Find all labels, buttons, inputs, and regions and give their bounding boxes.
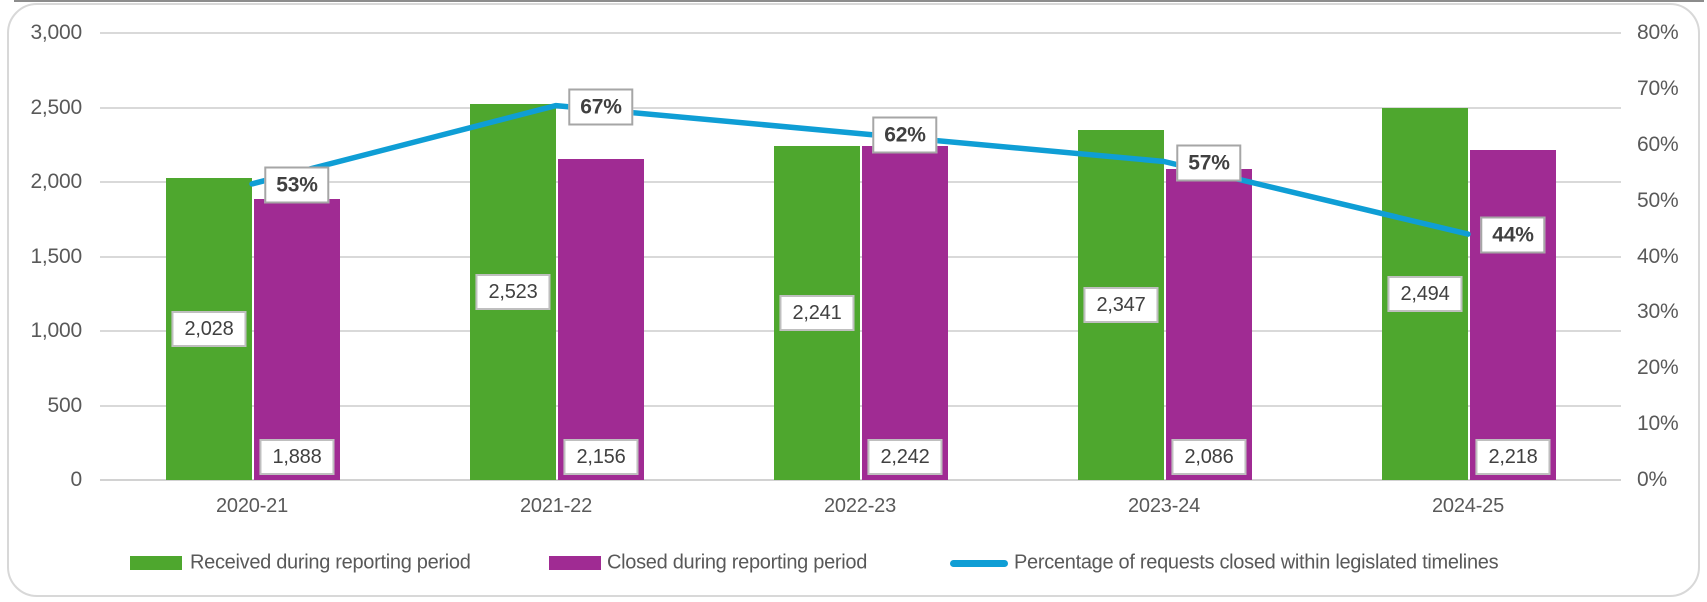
category-label: 2023-24 xyxy=(1128,495,1200,517)
bar-closed xyxy=(1470,149,1556,480)
value-label-received: 2,494 xyxy=(1387,276,1463,313)
right-axis-tick: 60% xyxy=(1637,132,1679,156)
value-label-closed: 2,156 xyxy=(563,439,639,475)
right-axis-tick: 10% xyxy=(1637,412,1679,436)
gridline xyxy=(100,404,1621,407)
percent-label: 53% xyxy=(264,166,330,204)
gridline xyxy=(100,255,1621,258)
right-axis-tick: 20% xyxy=(1637,356,1679,380)
value-label-received: 2,028 xyxy=(171,310,247,347)
left-axis-tick: 2,000 xyxy=(30,170,82,193)
right-axis-tick: 0% xyxy=(1637,468,1667,491)
gridline xyxy=(100,330,1621,332)
percent-label: 44% xyxy=(1480,216,1546,254)
value-label-closed: 2,242 xyxy=(867,439,943,475)
gridline xyxy=(100,32,1621,34)
right-axis-tick: 40% xyxy=(1637,244,1679,268)
value-label-closed: 2,218 xyxy=(1475,439,1551,475)
left-axis-tick: 2,500 xyxy=(30,95,82,119)
x-axis-line xyxy=(100,479,1621,481)
page-top-border xyxy=(14,0,1704,2)
percent-label: 67% xyxy=(568,88,634,126)
category-label: 2022-23 xyxy=(824,495,896,517)
right-axis-tick: 80% xyxy=(1637,21,1679,44)
category-label: 2021-22 xyxy=(520,495,592,517)
value-label-closed: 2,086 xyxy=(1171,439,1247,475)
bar-closed xyxy=(1166,169,1252,480)
right-axis-tick: 30% xyxy=(1637,300,1679,324)
right-axis-tick: 50% xyxy=(1637,188,1679,212)
category-label: 2024-25 xyxy=(1432,495,1504,517)
percent-label: 57% xyxy=(1176,144,1242,181)
value-label-received: 2,241 xyxy=(779,295,855,332)
value-label-received: 2,347 xyxy=(1083,287,1159,324)
left-axis-tick: 500 xyxy=(47,393,83,417)
left-axis-tick: 0 xyxy=(70,468,83,491)
value-label-received: 2,523 xyxy=(475,274,551,311)
value-label-closed: 1,888 xyxy=(259,439,335,475)
bar-closed xyxy=(862,145,948,480)
left-axis-tick: 3,000 xyxy=(30,21,82,44)
left-axis-tick: 1,000 xyxy=(30,319,82,342)
bar-closed xyxy=(558,158,644,480)
bar-closed xyxy=(254,198,340,480)
chart-frame-border xyxy=(7,3,1700,597)
percent-label: 62% xyxy=(872,116,938,154)
category-label: 2020-21 xyxy=(216,495,288,517)
left-axis-tick: 1,500 xyxy=(30,244,82,268)
right-axis-tick: 70% xyxy=(1637,76,1679,100)
